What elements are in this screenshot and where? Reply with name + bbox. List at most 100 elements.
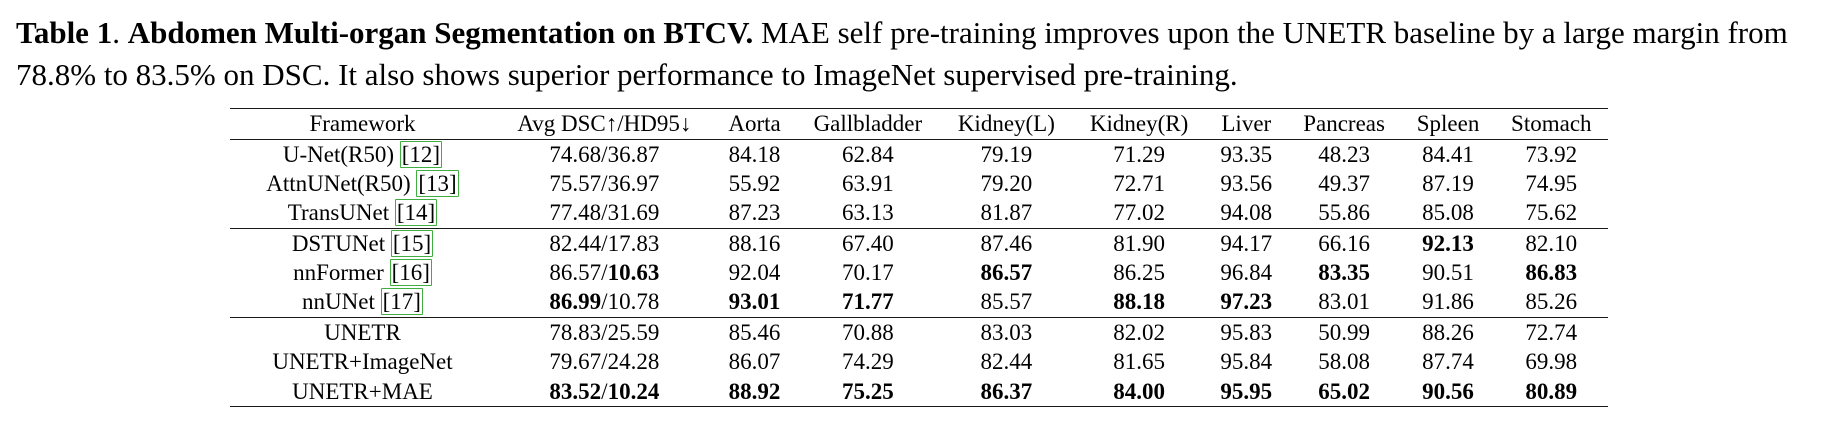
score-cell: 55.86 [1318,200,1370,226]
citation-link[interactable]: [15] [390,229,434,257]
column-header: Liver [1221,111,1272,137]
score-cell: 62.84 [841,141,894,167]
score-cell: 86.25 [1113,260,1165,286]
score-cell: 49.37 [1318,171,1370,197]
score-cell: 85.57 [980,289,1033,315]
avg-dsc-hd95-cell: 79.67/24.28 [549,349,660,375]
table-row: TransUNet [14] 77.48/31.69 87.23 63.13 81.87… [230,198,1608,229]
framework-cell: DSTUNet [15] [291,229,434,257]
score-cell: 77.02 [1113,200,1165,226]
score-cell: 71.77 [841,289,894,315]
citation-link[interactable]: [17] [380,288,423,316]
table-caption: Table 1. Abdomen Multi-organ Segmentatio… [16,12,1820,96]
column-header: Spleen [1416,111,1480,137]
citation-link[interactable]: [16] [389,259,432,287]
column-header: Gallbladder [813,111,923,137]
framework-cell: UNETR+MAE [292,378,433,404]
score-cell: 70.88 [841,319,894,345]
score-cell: 88.92 [728,378,781,404]
avg-dsc-hd95-cell: 78.83/25.59 [549,319,660,345]
table-row: AttnUNet(R50) [13] 75.57/36.97 55.92 63.91 7… [230,169,1608,198]
column-header: Framework [309,111,416,137]
score-cell: 83.03 [980,319,1033,345]
avg-dsc-hd95-cell: 82.44/17.83 [549,230,660,256]
score-cell: 79.20 [980,171,1033,197]
table-row: U-Net(R50) [12] 74.68/36.87 84.18 62.84 79.1… [230,139,1608,169]
header-row: Framework Avg DSC↑/HD95↓ Aorta Gallbladder K… [230,109,1608,140]
avg-dsc-hd95-cell: 86.99/10.78 [549,289,660,315]
score-cell: 86.07 [728,349,781,375]
score-cell: 66.16 [1318,230,1370,256]
table-row: DSTUNet [15] 82.44/17.83 88.16 67.40 87.46 81… [230,228,1608,258]
score-cell: 93.56 [1220,171,1273,197]
framework-cell: nnUNet [17] [302,288,423,316]
score-cell: 86.37 [980,378,1033,404]
column-header: Kidney(R) [1089,111,1189,137]
avg-dsc-hd95-cell: 83.52/10.24 [549,378,660,404]
score-cell: 93.35 [1220,141,1273,167]
table-row: nnUNet [17] 86.99/10.78 93.01 71.77 85.57 88.… [230,287,1608,318]
avg-dsc-hd95-cell: 86.57/10.63 [549,260,660,286]
score-cell: 97.23 [1220,289,1273,315]
table-row: UNETR 78.83/25.59 85.46 70.88 83.03 82.02 95.8… [230,317,1608,347]
score-cell: 79.19 [980,141,1033,167]
score-cell: 87.23 [728,200,781,226]
table-row: UNETR+MAE 83.52/10.24 88.92 75.25 86.37 84.00… [230,377,1608,407]
framework-cell: nnFormer [16] [293,259,432,287]
caption-title: Abdomen Multi-organ Segmentation on BTCV… [127,15,754,50]
score-cell: 93.01 [728,289,781,315]
score-cell: 83.01 [1318,289,1370,315]
score-cell: 82.10 [1525,230,1578,256]
citation-link[interactable]: [12] [399,140,443,168]
score-cell: 94.17 [1220,230,1273,256]
score-cell: 85.46 [728,319,781,345]
column-header: Pancreas [1303,111,1385,137]
score-cell: 91.86 [1422,289,1474,315]
score-cell: 95.95 [1220,378,1273,404]
framework-cell: UNETR+ImageNet [272,349,453,375]
score-cell: 85.08 [1422,200,1474,226]
paper-table-figure: Table 1. Abdomen Multi-organ Segmentatio… [16,12,1820,407]
results-table-body: U-Net(R50) [12] 74.68/36.87 84.18 62.84 79.1… [230,139,1608,406]
score-cell: 87.74 [1422,349,1474,375]
score-cell: 63.13 [841,200,894,226]
score-cell: 69.98 [1525,349,1578,375]
column-header: Avg DSC↑/HD95↓ [517,111,692,137]
framework-cell: TransUNet [14] [287,199,438,227]
score-cell: 92.04 [728,260,781,286]
score-cell: 92.13 [1422,230,1474,256]
score-cell: 74.29 [841,349,894,375]
score-cell: 95.83 [1220,319,1273,345]
score-cell: 50.99 [1318,319,1370,345]
score-cell: 90.51 [1422,260,1474,286]
score-cell: 48.23 [1318,141,1370,167]
score-cell: 88.16 [728,230,781,256]
score-cell: 95.84 [1220,349,1273,375]
score-cell: 86.83 [1525,260,1578,286]
score-cell: 81.87 [980,200,1033,226]
column-header: Aorta [728,111,781,137]
score-cell: 87.46 [980,230,1033,256]
score-cell: 86.57 [980,260,1033,286]
score-cell: 84.41 [1422,141,1474,167]
score-cell: 88.26 [1422,319,1474,345]
framework-cell: UNETR [324,319,401,345]
score-cell: 55.92 [728,171,781,197]
score-cell: 70.17 [841,260,894,286]
avg-dsc-hd95-cell: 75.57/36.97 [549,171,660,197]
score-cell: 80.89 [1525,378,1578,404]
score-cell: 65.02 [1318,378,1370,404]
caption-body: MAE self pre-training improves upon the … [16,15,1788,93]
score-cell: 83.35 [1318,260,1370,286]
score-cell: 74.95 [1525,171,1578,197]
table-row: UNETR+ImageNet 79.67/24.28 86.07 74.29 82.44… [230,347,1608,376]
score-cell: 63.91 [841,171,894,197]
framework-cell: AttnUNet(R50) [13] [266,170,459,198]
score-cell: 73.92 [1525,141,1578,167]
score-cell: 81.90 [1113,230,1165,256]
score-cell: 87.19 [1422,171,1474,197]
citation-link[interactable]: [14] [394,199,438,227]
score-cell: 90.56 [1422,378,1474,404]
score-cell: 71.29 [1113,141,1165,167]
citation-link[interactable]: [13] [416,170,459,198]
